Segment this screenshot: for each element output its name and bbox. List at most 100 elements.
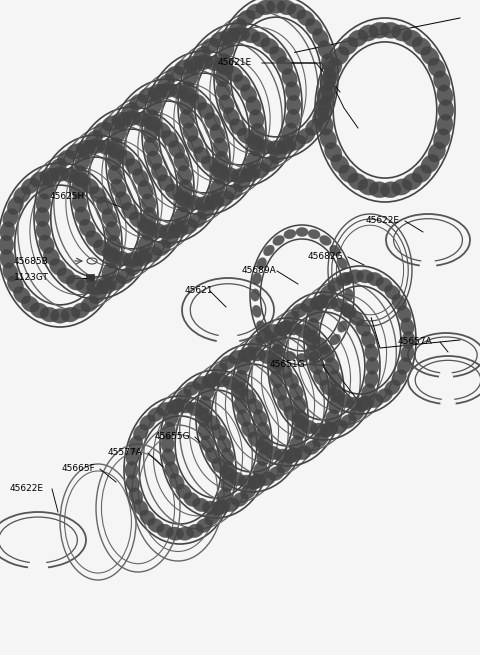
Ellipse shape: [312, 337, 328, 352]
Ellipse shape: [266, 141, 286, 155]
Ellipse shape: [401, 345, 414, 362]
Ellipse shape: [213, 138, 228, 157]
Ellipse shape: [309, 305, 323, 322]
Ellipse shape: [117, 150, 135, 166]
Ellipse shape: [180, 109, 195, 128]
Ellipse shape: [153, 122, 171, 138]
Ellipse shape: [57, 150, 75, 166]
Ellipse shape: [194, 196, 214, 212]
Ellipse shape: [212, 458, 228, 474]
Ellipse shape: [201, 383, 215, 400]
Ellipse shape: [166, 400, 184, 413]
Ellipse shape: [158, 225, 178, 239]
Ellipse shape: [148, 84, 167, 99]
Ellipse shape: [397, 305, 411, 322]
Ellipse shape: [35, 207, 50, 227]
Ellipse shape: [165, 184, 183, 200]
Ellipse shape: [0, 249, 15, 269]
Ellipse shape: [204, 510, 220, 525]
Ellipse shape: [132, 248, 149, 265]
Ellipse shape: [107, 274, 126, 290]
Ellipse shape: [284, 406, 300, 421]
Ellipse shape: [310, 423, 328, 436]
Ellipse shape: [348, 173, 368, 190]
Ellipse shape: [176, 400, 194, 413]
Ellipse shape: [241, 422, 256, 438]
Ellipse shape: [330, 420, 348, 434]
Ellipse shape: [189, 212, 207, 228]
Ellipse shape: [156, 402, 174, 416]
Ellipse shape: [320, 345, 331, 354]
Ellipse shape: [213, 165, 228, 185]
Ellipse shape: [158, 83, 178, 98]
Ellipse shape: [251, 289, 260, 301]
Ellipse shape: [251, 163, 270, 178]
Ellipse shape: [296, 227, 308, 236]
Ellipse shape: [348, 310, 364, 326]
Ellipse shape: [125, 461, 138, 479]
Ellipse shape: [234, 370, 247, 387]
Ellipse shape: [284, 229, 296, 239]
Ellipse shape: [174, 191, 193, 206]
Ellipse shape: [284, 447, 299, 464]
Ellipse shape: [216, 54, 231, 73]
Ellipse shape: [105, 221, 120, 241]
Ellipse shape: [144, 137, 159, 157]
Ellipse shape: [75, 207, 90, 225]
Ellipse shape: [50, 167, 70, 181]
Ellipse shape: [321, 54, 336, 73]
Ellipse shape: [112, 251, 131, 266]
Ellipse shape: [320, 346, 335, 362]
Ellipse shape: [105, 249, 120, 269]
Text: 45622E: 45622E: [366, 216, 400, 225]
Ellipse shape: [79, 141, 96, 159]
Ellipse shape: [251, 31, 270, 47]
Ellipse shape: [257, 449, 270, 466]
Ellipse shape: [304, 329, 321, 344]
Ellipse shape: [313, 369, 328, 386]
Ellipse shape: [223, 107, 240, 126]
Ellipse shape: [237, 128, 255, 144]
Ellipse shape: [320, 422, 335, 438]
Ellipse shape: [384, 380, 400, 395]
Ellipse shape: [212, 501, 230, 514]
Ellipse shape: [277, 139, 296, 154]
Ellipse shape: [284, 322, 302, 335]
Ellipse shape: [273, 235, 285, 246]
Ellipse shape: [204, 113, 221, 130]
Ellipse shape: [380, 181, 401, 198]
Ellipse shape: [306, 318, 319, 335]
Ellipse shape: [320, 71, 336, 91]
Ellipse shape: [108, 165, 123, 185]
Ellipse shape: [397, 358, 411, 375]
Ellipse shape: [176, 527, 194, 540]
Ellipse shape: [49, 159, 67, 176]
Ellipse shape: [96, 196, 113, 215]
Ellipse shape: [13, 286, 31, 304]
Ellipse shape: [240, 389, 256, 404]
Ellipse shape: [108, 138, 123, 157]
Ellipse shape: [184, 56, 203, 71]
Ellipse shape: [402, 173, 422, 190]
Ellipse shape: [192, 376, 210, 390]
Ellipse shape: [428, 142, 445, 162]
Ellipse shape: [238, 475, 256, 489]
Ellipse shape: [230, 168, 250, 183]
Ellipse shape: [133, 424, 148, 441]
Ellipse shape: [143, 123, 158, 143]
Ellipse shape: [194, 55, 214, 69]
Ellipse shape: [186, 402, 204, 416]
Ellipse shape: [85, 130, 103, 147]
Ellipse shape: [269, 47, 287, 64]
Ellipse shape: [264, 245, 275, 256]
Ellipse shape: [277, 0, 296, 15]
Text: 45625H: 45625H: [50, 192, 85, 201]
Ellipse shape: [433, 71, 450, 91]
Ellipse shape: [161, 231, 179, 248]
Ellipse shape: [318, 41, 333, 60]
Ellipse shape: [269, 357, 282, 375]
Ellipse shape: [93, 240, 111, 256]
Ellipse shape: [258, 472, 276, 486]
Ellipse shape: [313, 294, 328, 310]
Ellipse shape: [129, 212, 147, 228]
